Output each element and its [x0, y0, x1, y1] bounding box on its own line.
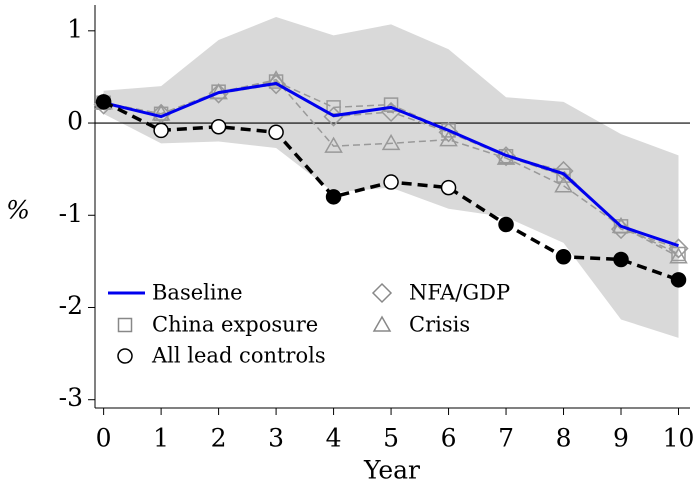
- x-tick-label: 4: [326, 424, 342, 453]
- y-tick-label: -3: [59, 383, 83, 412]
- marker-triangle: [151, 104, 171, 121]
- x-tick-label: 2: [211, 424, 227, 453]
- marker-circle: [95, 94, 112, 110]
- y-axis-label: %: [6, 196, 30, 225]
- legend-label: NFA/GDP: [409, 281, 510, 305]
- legend-swatch: [117, 348, 133, 364]
- marker-circle: [670, 272, 687, 288]
- legend-swatch: [371, 282, 393, 304]
- marker-triangle: [439, 130, 458, 147]
- y-tick-label: -2: [59, 291, 83, 320]
- x-tick-label: 5: [383, 424, 399, 453]
- x-tick-label: 6: [441, 424, 457, 453]
- series-line: [103, 81, 679, 248]
- marker-square: [383, 97, 399, 112]
- x-tick-label: 0: [96, 424, 112, 453]
- marker-circle: [555, 249, 572, 265]
- marker-triangle: [266, 70, 286, 87]
- marker-circle: [153, 122, 169, 139]
- marker-circle: [383, 174, 399, 190]
- legend-label: Crisis: [409, 313, 470, 337]
- legend-swatch: [117, 317, 133, 333]
- marker-triangle: [554, 176, 573, 193]
- marker-circle: [440, 179, 457, 196]
- x-tick-label: 1: [153, 424, 169, 453]
- marker-circle: [498, 216, 514, 233]
- marker-circle: [613, 251, 629, 268]
- marker-diamond: [553, 160, 574, 182]
- y-tick-label: 0: [67, 107, 83, 136]
- marker-triangle: [324, 136, 343, 153]
- marker-square: [556, 168, 571, 183]
- x-tick-label: 8: [556, 424, 572, 453]
- marker-diamond: [668, 238, 689, 259]
- marker-triangle: [669, 247, 688, 264]
- legend-swatch: [372, 315, 392, 332]
- x-axis-label: Year: [363, 456, 420, 485]
- marker-circle: [325, 189, 342, 205]
- legend-label: All lead controls: [151, 344, 326, 368]
- x-tick-label: 3: [268, 424, 284, 453]
- y-tick-label: -1: [59, 199, 83, 228]
- legend-label: China exposure: [152, 313, 318, 337]
- marker-square: [326, 100, 341, 115]
- y-tick-label: 1: [67, 14, 83, 43]
- x-tick-label: 7: [498, 424, 514, 453]
- marker-triangle: [381, 133, 401, 151]
- marker-circle: [268, 124, 284, 141]
- marker-circle: [210, 118, 227, 135]
- marker-diamond: [610, 219, 632, 240]
- x-tick-label: 9: [613, 424, 629, 453]
- marker-triangle: [611, 216, 631, 234]
- legend-label: Baseline: [152, 281, 243, 305]
- x-tick-label: 10: [663, 424, 695, 453]
